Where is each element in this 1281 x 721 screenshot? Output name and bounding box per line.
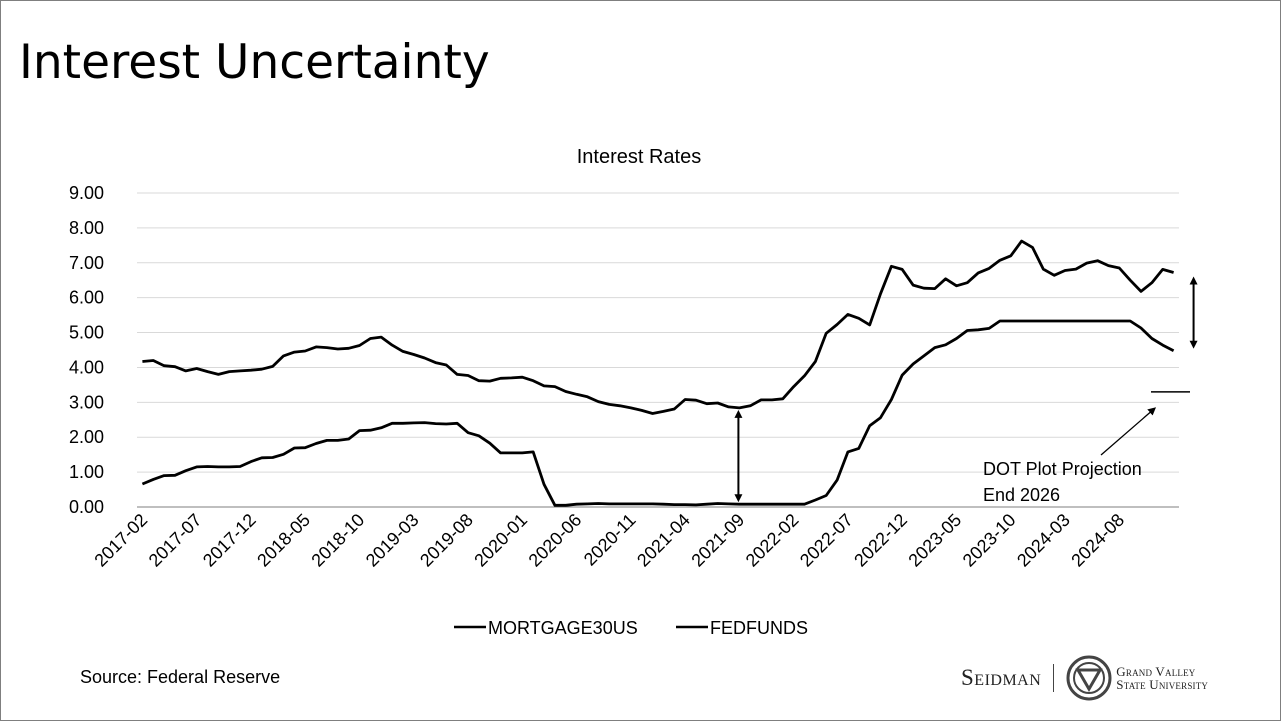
x-tick-label: 2017-02	[90, 510, 151, 571]
x-tick-label: 2023-05	[904, 510, 965, 571]
x-axis-ticks: 2017-022017-072017-122018-052018-102019-…	[90, 510, 1128, 571]
logo-line-2: State University	[1116, 677, 1209, 692]
legend-label-fedfunds: FEDFUNDS	[710, 618, 808, 638]
x-tick-label: 2019-08	[416, 510, 477, 571]
x-tick-label: 2017-12	[199, 510, 260, 571]
y-tick-label: 1.00	[69, 462, 104, 482]
university-logo: Seidman Grand Valley State University	[961, 649, 1271, 707]
x-tick-label: 2022-07	[796, 510, 857, 571]
y-tick-label: 6.00	[69, 288, 104, 308]
logo-seidman-text: Seidman	[961, 665, 1042, 690]
x-tick-label: 2024-08	[1067, 510, 1128, 571]
x-tick-label: 2021-04	[633, 510, 694, 571]
y-axis-ticks: 0.00 1.00 2.00 3.00 4.00 5.00 6.00 7.00 8.00 9.00	[69, 183, 104, 517]
x-tick-label: 2018-05	[253, 510, 314, 571]
chart-title: Interest Rates	[577, 146, 702, 168]
logo-university-name: Grand Valley State University	[1116, 665, 1208, 691]
dot-plot-label-line2: End 2026	[983, 485, 1060, 505]
y-tick-label: 2.00	[69, 427, 104, 447]
annotations	[734, 276, 1198, 503]
y-tick-label: 5.00	[69, 323, 104, 343]
x-tick-label: 2020-01	[470, 510, 531, 571]
y-tick-label: 8.00	[69, 218, 104, 238]
x-tick-label: 2021-09	[687, 510, 748, 571]
y-tick-label: 9.00	[69, 183, 104, 203]
gridlines	[137, 192, 1179, 508]
legend-label-mortgage: MORTGAGE30US	[488, 618, 638, 638]
x-tick-label: 2022-02	[742, 510, 803, 571]
logo-line-1: Grand Valley	[1116, 664, 1196, 679]
gvsu-seal-icon	[1066, 655, 1112, 701]
dot-plot-label-line1: DOT Plot Projection	[983, 459, 1142, 479]
x-tick-label: 2019-03	[362, 510, 423, 571]
source-note: Source: Federal Reserve	[80, 667, 281, 687]
y-tick-label: 3.00	[69, 392, 104, 412]
x-tick-label: 2020-06	[525, 510, 586, 571]
slide-title: Interest Uncertainty	[19, 35, 490, 90]
logo-divider	[1053, 664, 1055, 692]
y-tick-label: 7.00	[69, 253, 104, 273]
x-tick-label: 2018-10	[307, 510, 368, 571]
y-tick-label: 0.00	[69, 497, 104, 517]
x-tick-label: 2024-03	[1013, 510, 1074, 571]
series-line-fedfunds	[141, 319, 1175, 507]
legend: MORTGAGE30US FEDFUNDS	[454, 618, 808, 638]
x-tick-label: 2017-07	[145, 510, 206, 571]
x-tick-label: 2020-11	[580, 510, 640, 570]
series-line-mortgage30us	[142, 239, 1174, 415]
dot-plot-pointer-arrow	[1100, 407, 1157, 456]
x-tick-label: 2022-12	[850, 510, 911, 571]
series-lines	[141, 239, 1175, 507]
y-tick-label: 4.00	[69, 357, 104, 377]
x-tick-label: 2023-10	[959, 510, 1020, 571]
